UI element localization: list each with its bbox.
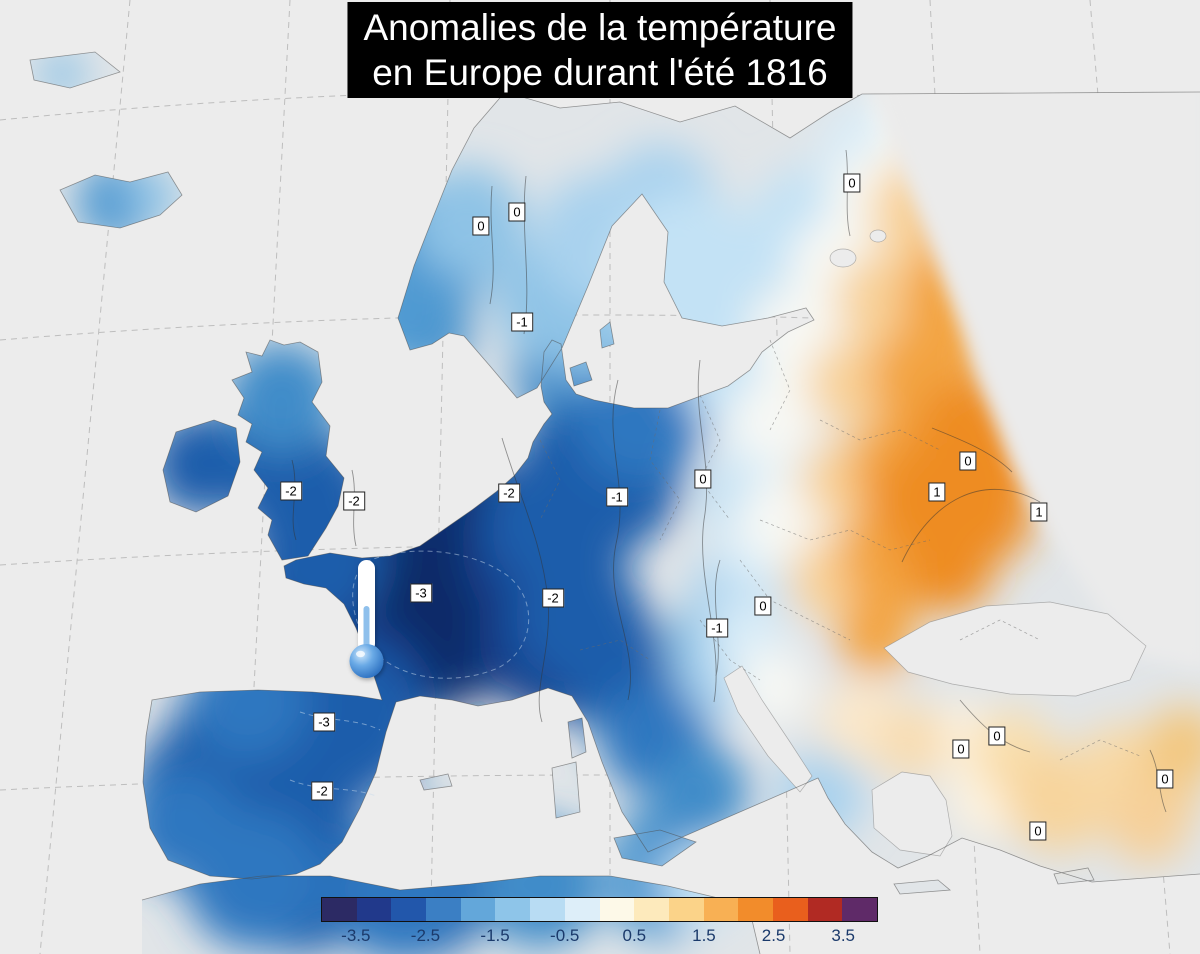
- map-title-line1: Anomalies de la température: [363, 7, 837, 48]
- colorbar-segment: [599, 898, 635, 921]
- map-title-line2: en Europe durant l'été 1816: [372, 52, 828, 93]
- colorbar-segment: [391, 898, 427, 921]
- colorbar: -3.5 -2.5 -1.5 -0.5 0.5 1.5 2.5 3.5: [321, 897, 878, 950]
- lake-onega: [869, 229, 887, 243]
- thermometer-icon: [349, 560, 384, 678]
- colorbar-tick-label: -3.5: [341, 926, 371, 945]
- colorbar-segment: [738, 898, 773, 921]
- colorbar-segment: [426, 898, 461, 921]
- colorbar-segment: [842, 898, 877, 921]
- colorbar-segment: [460, 898, 496, 921]
- colorbar-tick-label: -1.5: [480, 926, 510, 945]
- colorbar-segment: [530, 898, 565, 921]
- colorbar-segment: [356, 898, 392, 921]
- colorbar-segment: [668, 898, 704, 921]
- lake-ladoga: [829, 248, 857, 268]
- colorbar-segment: [634, 898, 669, 921]
- colorbar-segment: [564, 898, 600, 921]
- colorbar-segment: [495, 898, 531, 921]
- colorbar-tick-label: 1.5: [692, 926, 716, 945]
- country-borders: [539, 339, 1141, 761]
- colorbar-ticks: -3.5 -2.5 -1.5 -0.5 0.5 1.5 2.5 3.5: [321, 926, 878, 950]
- colorbar-tick-label: -0.5: [550, 926, 580, 945]
- no-data-region: [866, 70, 1200, 672]
- colorbar-segment: [703, 898, 739, 921]
- black-sea: [883, 601, 1147, 697]
- colorbar-tick-label: -2.5: [410, 926, 441, 945]
- colorbar-gradient: [321, 897, 878, 922]
- inner-seas: [723, 229, 1147, 857]
- aegean-sea: [871, 771, 953, 857]
- colorbar-segment: [807, 898, 843, 921]
- adriatic-sea: [723, 665, 813, 793]
- colorbar-tick-label: 3.5: [831, 926, 856, 945]
- map-title: Anomalies de la température en Europe du…: [347, 2, 853, 98]
- colorbar-tick-label: 0.5: [622, 926, 647, 945]
- colorbar-segment: [772, 898, 808, 921]
- colorbar-segment: [322, 898, 357, 921]
- colorbar-tick-label: 2.5: [761, 926, 786, 945]
